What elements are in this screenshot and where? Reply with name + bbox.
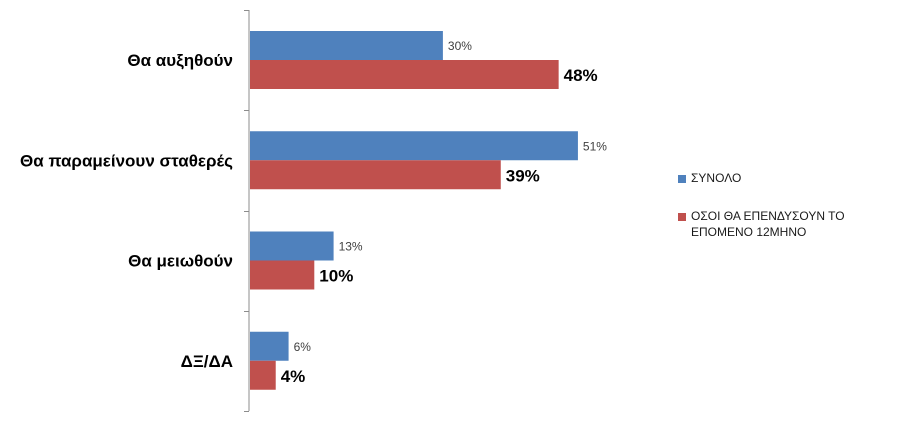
bar-series-1 [250,331,289,361]
legend: ΣΥΝΟΛΟ ΟΣΟΙ ΘΑ ΕΠΕΝΔΥΣΟΥΝ ΤΟ ΕΠΟΜΕΝΟ 12Μ… [678,170,888,262]
category-label: Θα αυξηθούν [127,51,233,70]
legend-swatch-series-2 [678,213,686,221]
category-label: ΔΞ/ΔΑ [181,352,233,371]
data-label-series-2: 10% [319,267,353,286]
bar-series-2 [250,60,559,89]
bar-series-1 [250,31,443,60]
category-label: Θα παραμείνουν σταθερές [20,151,233,170]
data-label-series-1: 13% [339,240,363,254]
data-label-series-1: 30% [448,39,472,53]
bar-series-2 [250,260,315,290]
bar-series-1 [250,231,334,261]
bar-series-2 [250,360,276,390]
legend-swatch-series-1 [678,175,686,183]
legend-label-series-1: ΣΥΝΟΛΟ [691,171,742,185]
data-label-series-1: 51% [583,139,607,153]
data-label-series-2: 39% [506,166,540,185]
category-label: Θα μειωθούν [128,252,233,271]
data-label-series-2: 48% [564,66,598,85]
data-label-series-2: 4% [281,367,306,386]
data-label-series-1: 6% [294,340,312,354]
bar-series-1 [250,131,578,161]
legend-item-series-2: ΟΣΟΙ ΘΑ ΕΠΕΝΔΥΣΟΥΝ ΤΟ ΕΠΟΜΕΝΟ 12ΜΗΝΟ [678,208,888,240]
legend-item-series-1: ΣΥΝΟΛΟ [678,170,888,186]
legend-label-series-2: ΟΣΟΙ ΘΑ ΕΠΕΝΔΥΣΟΥΝ ΤΟ ΕΠΟΜΕΝΟ 12ΜΗΝΟ [691,209,845,239]
bar-series-2 [250,160,501,190]
